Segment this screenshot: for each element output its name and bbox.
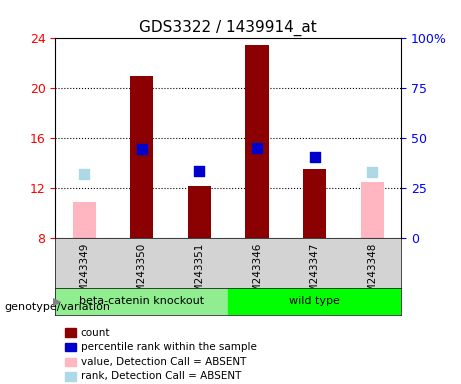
Text: beta-catenin knockout: beta-catenin knockout (79, 296, 204, 306)
Text: value, Detection Call = ABSENT: value, Detection Call = ABSENT (81, 357, 246, 367)
Bar (228, 288, 401, 315)
Bar (72, 202, 95, 238)
Bar (303, 169, 326, 238)
Text: GSM243346: GSM243346 (252, 243, 262, 306)
Text: genotype/variation: genotype/variation (5, 302, 111, 312)
Text: GSM243349: GSM243349 (79, 243, 89, 306)
Text: percentile rank within the sample: percentile rank within the sample (81, 342, 257, 352)
Text: GSM243350: GSM243350 (137, 243, 147, 306)
Text: GSM243347: GSM243347 (310, 243, 319, 306)
Point (254, 145, 261, 151)
Point (80, 171, 88, 177)
Bar (245, 45, 268, 238)
Bar (55, 288, 228, 315)
Text: GSM243351: GSM243351 (195, 243, 204, 306)
Point (369, 169, 376, 175)
Text: count: count (81, 328, 110, 338)
Point (195, 167, 203, 174)
Text: wild type: wild type (289, 296, 340, 306)
Bar (361, 182, 384, 238)
Text: rank, Detection Call = ABSENT: rank, Detection Call = ABSENT (81, 371, 241, 381)
Point (138, 146, 146, 152)
Point (311, 154, 318, 160)
Title: GDS3322 / 1439914_at: GDS3322 / 1439914_at (139, 20, 317, 36)
Bar (130, 76, 153, 238)
Text: GSM243348: GSM243348 (367, 243, 377, 306)
Text: ▶: ▶ (53, 296, 61, 306)
Bar (188, 186, 211, 238)
